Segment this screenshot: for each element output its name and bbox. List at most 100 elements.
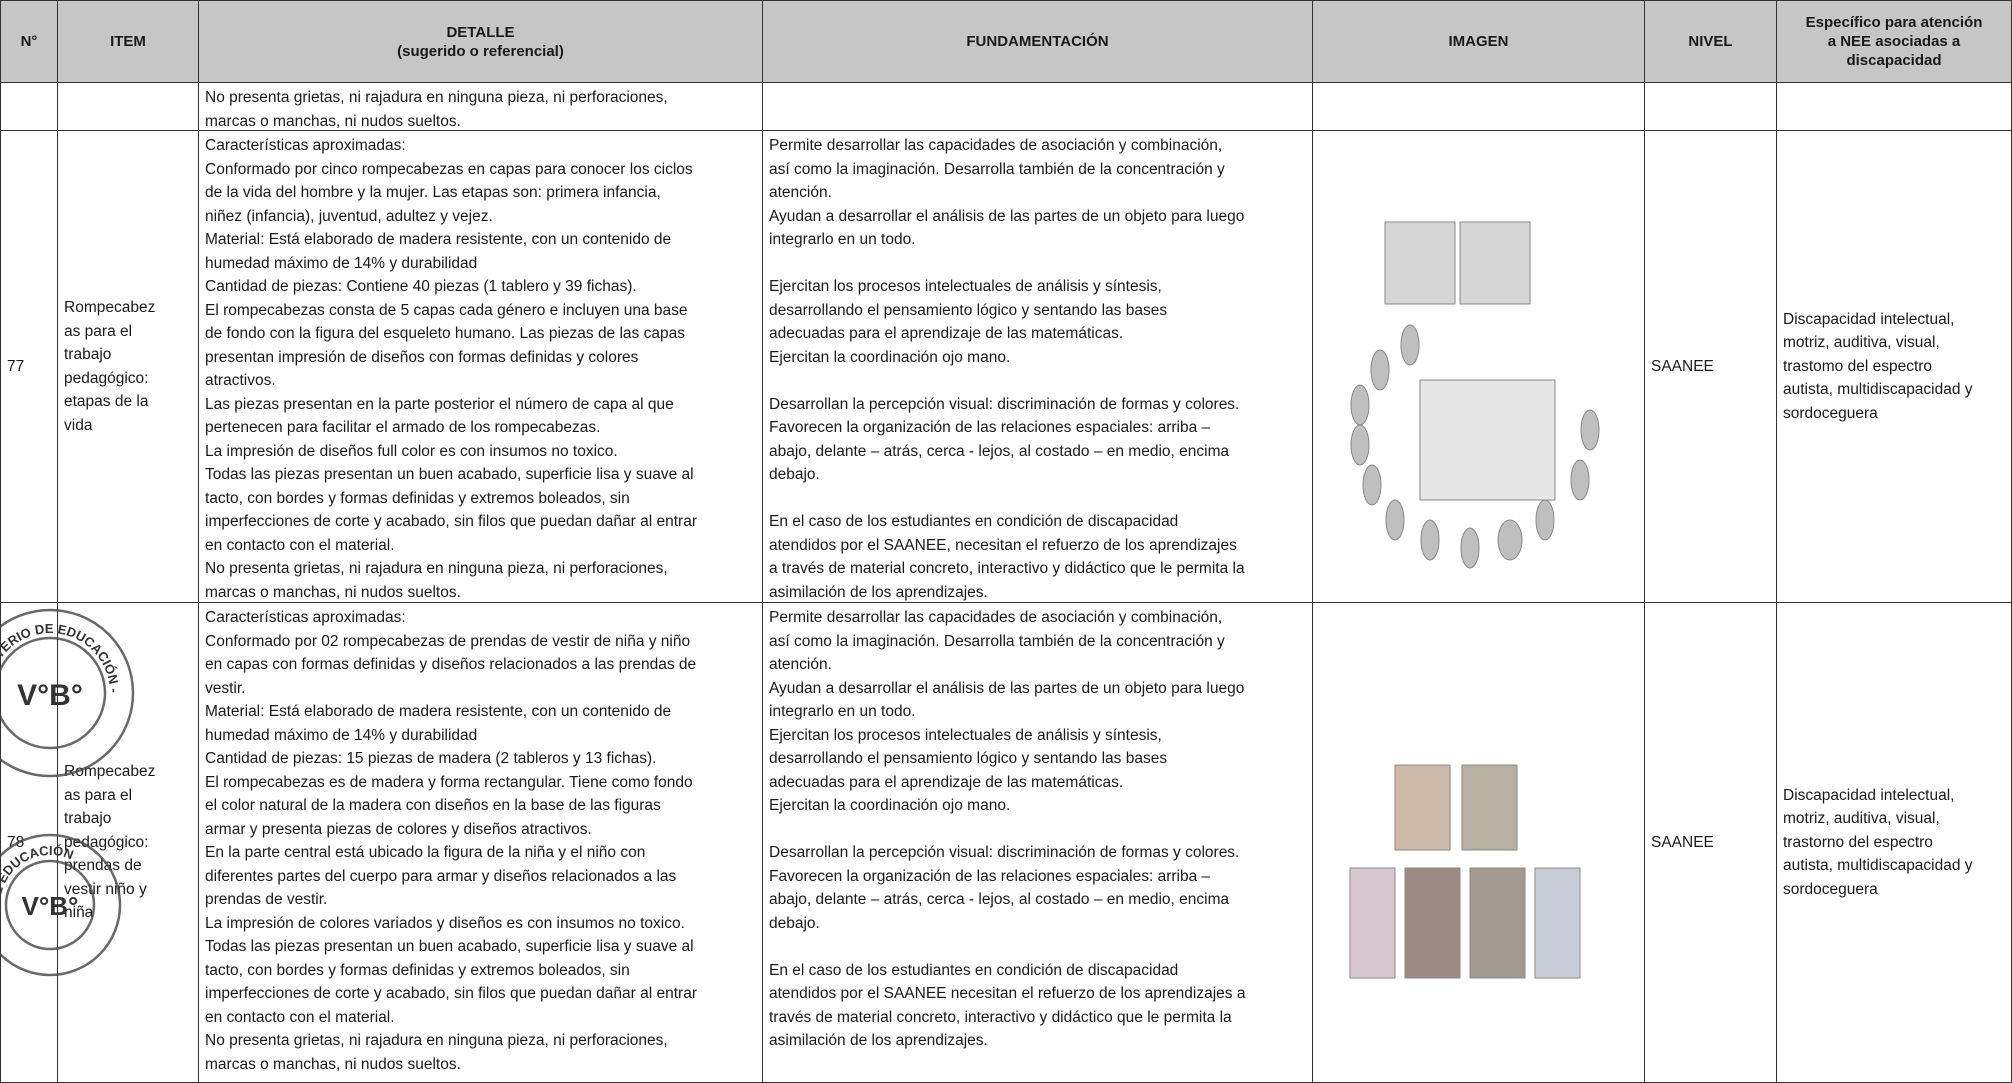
text-line: Cantidad de piezas: 15 piezas de madera … <box>205 750 657 767</box>
text-line: asimilación de los aprendizajes. <box>769 1032 988 1049</box>
text-line: humedad máximo de 14% y durabilidad <box>205 254 478 272</box>
text-line: El rompecabezas consta de 5 capas cada g… <box>205 301 688 319</box>
text-line: desarrollando el pensamiento lógico y se… <box>769 750 1168 767</box>
header-text: FUNDAMENTACIÓN <box>966 33 1109 50</box>
text-line: trastomo del espectro <box>1783 357 1933 375</box>
text-line: Ayudan a desarrollar el análisis de las … <box>769 679 1245 697</box>
paragraph: Ejercitan los procesos intelectuales de … <box>769 275 1306 369</box>
header-cell: N° <box>0 0 58 83</box>
text-line: Rompecabez <box>64 763 156 781</box>
cell: Permite desarrollar las capacidades de a… <box>763 131 1313 603</box>
text-line: motriz, auditiva, visual, <box>1783 334 1940 352</box>
text-line: No presenta grietas, ni rajadura en ning… <box>205 1032 668 1049</box>
header-cell: FUNDAMENTACIÓN <box>763 0 1313 83</box>
text-line: En la parte central está ubicado la figu… <box>205 844 646 861</box>
text-line: prendas de <box>64 857 142 875</box>
cell-text: 78 <box>7 833 25 851</box>
text-line: La impresión de diseños full color es co… <box>205 442 618 460</box>
cell: No presenta grietas, ni rajadura en ning… <box>199 83 763 131</box>
header-cell: NIVEL <box>1645 0 1777 83</box>
text-line: abajo, delante – atrás, cerca - lejos, a… <box>769 891 1230 908</box>
text-line: imperfecciones de corte y acabado, sin f… <box>205 513 697 530</box>
text-line: Ejercitan la coordinación ojo mano. <box>769 797 1011 814</box>
text-line: motriz, auditiva, visual, <box>1783 810 1940 828</box>
text-line: armar y presenta piezas de colores y dis… <box>205 820 592 838</box>
text-line: sordoceguera <box>1783 880 1878 898</box>
text-line: niñez (infancia), juventud, adultez y ve… <box>205 207 493 225</box>
header-cell: DETALLE (sugerido o referencial) <box>199 0 763 83</box>
header-text: discapacidad <box>1846 52 1942 69</box>
text-line: Discapacidad intelectual, <box>1783 310 1955 328</box>
text-line: pedagógico: <box>64 369 149 387</box>
cell <box>1313 131 1645 603</box>
text-line: a través de material concreto, interacti… <box>769 560 1245 577</box>
cell-text: 77 <box>7 357 25 375</box>
text-line: vestir niño y <box>64 880 147 898</box>
text-line: integrarlo en un todo. <box>769 231 916 248</box>
text-line: de fondo con la figura del esqueleto hum… <box>205 325 685 342</box>
header-text: (sugerido o referencial) <box>397 42 564 60</box>
header-cell: IMAGEN <box>1313 0 1645 83</box>
paragraph: Características aproximadas: Conformado p… <box>205 134 756 602</box>
text-line: abajo, delante – atrás, cerca - lejos, a… <box>769 442 1230 460</box>
text-line: en contacto con el material. <box>205 1008 395 1026</box>
cell: Características aproximadas: Conformado p… <box>199 603 763 1083</box>
text-line: Permite desarrollar las capacidades de a… <box>769 137 1223 154</box>
header-text: DETALLE <box>446 23 515 41</box>
text-line: atendidos por el SAANEE necesitan el ref… <box>769 985 1246 1002</box>
text-line: marcas o manchas, ni nudos sueltos. <box>205 1055 461 1073</box>
text-line: atendidos por el SAANEE, necesitan el re… <box>769 536 1237 554</box>
text-line: tacto, con bordes y formas definidas y e… <box>205 961 630 979</box>
paragraph: Desarrollan la percepción visual: discri… <box>769 841 1306 935</box>
text-line: pedagógico: <box>64 833 149 851</box>
header-cell: ITEM <box>58 0 199 83</box>
text-line: Rompecabez <box>64 299 156 316</box>
text-line: vestir. <box>205 679 246 697</box>
text-line: Material: Está elaborado de madera resis… <box>205 231 672 248</box>
text-line: marcas o manchas, ni nudos sueltos. <box>205 112 461 130</box>
header-text: IMAGEN <box>1448 33 1509 50</box>
text-line: as para el <box>64 322 133 340</box>
cell: Discapacidad intelectual, motriz, auditiv… <box>1777 603 2012 1083</box>
text-line: Desarrollan la percepción visual: discri… <box>769 395 1240 413</box>
text-line: asimilación de los aprendizajes. <box>769 583 988 601</box>
text-line: Todas las piezas presentan un buen acaba… <box>205 938 694 955</box>
text-line: Desarrollan la percepción visual: discri… <box>769 844 1240 861</box>
paragraph: En el caso de los estudiantes en condici… <box>769 510 1306 602</box>
cell: 78 <box>0 603 58 1083</box>
header-text: NIVEL <box>1688 33 1733 50</box>
text-line: Características aproximadas: <box>205 137 406 154</box>
header-text: Específico para atención <box>1805 14 1983 31</box>
paragraph: Características aproximadas: Conformado p… <box>205 606 756 1076</box>
text-line: Conformado por 02 rompecabezas de prenda… <box>205 632 691 650</box>
text-line: pertenecen para facilitar el armado de l… <box>205 419 601 436</box>
text-line: Discapacidad intelectual, <box>1783 786 1955 804</box>
cell: Características aproximadas: Conformado p… <box>199 131 763 603</box>
cell: SAANEE <box>1645 603 1777 1083</box>
cell <box>1645 83 1777 131</box>
text-line: as para el <box>64 786 133 804</box>
header-cell: Específico para atención a NEE asociadas … <box>1777 0 2012 83</box>
text-line: No presenta grietas, ni rajadura en ning… <box>205 89 668 106</box>
text-line: tacto, con bordes y formas definidas y e… <box>205 489 630 507</box>
text-line: marcas o manchas, ni nudos sueltos. <box>205 583 461 601</box>
text-line: Material: Está elaborado de madera resis… <box>205 703 672 720</box>
text-line: Conformado por cinco rompecabezas en cap… <box>205 160 693 178</box>
text-line: En el caso de los estudiantes en condici… <box>769 513 1179 530</box>
text-line: Ejercitan la coordinación ojo mano. <box>769 348 1011 366</box>
cell <box>1313 83 1645 131</box>
cell <box>1313 603 1645 1083</box>
text-line: vida <box>64 416 93 434</box>
text-line: integrarlo en un todo. <box>769 703 916 720</box>
text-line: Favorecen la organización de las relacio… <box>769 867 1211 885</box>
text-line: sordoceguera <box>1783 404 1878 422</box>
text-line: Ayudan a desarrollar el análisis de las … <box>769 207 1245 225</box>
cell-text: SAANEE <box>1651 357 1714 375</box>
header-text: a NEE asociadas a <box>1827 33 1961 50</box>
text-line: autista, multidiscapacidad y <box>1783 857 1973 875</box>
text-line: así como la imaginación. Desarrolla tamb… <box>769 632 1225 650</box>
text-line: niña <box>64 904 94 922</box>
text-line: imperfecciones de corte y acabado, sin f… <box>205 985 697 1002</box>
text-line: prendas de vestir. <box>205 891 328 908</box>
